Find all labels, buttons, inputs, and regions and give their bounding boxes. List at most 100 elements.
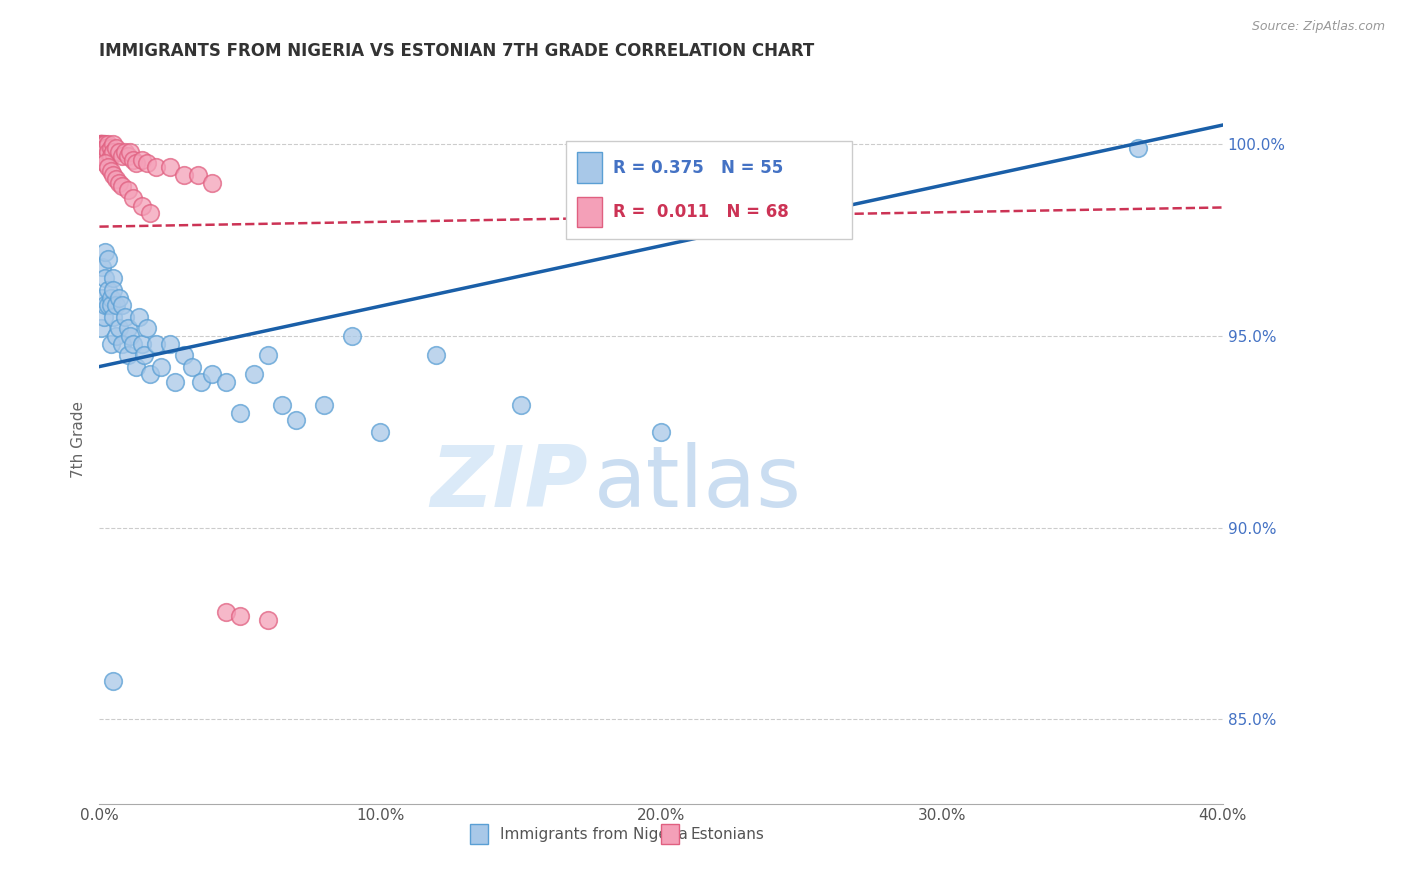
Point	[215, 375, 238, 389]
Point	[111, 298, 134, 312]
Point	[91, 141, 114, 155]
Point	[187, 168, 209, 182]
Point	[90, 321, 112, 335]
Point	[117, 183, 139, 197]
Point	[105, 298, 128, 312]
Point	[91, 137, 114, 152]
Point	[96, 141, 118, 155]
Point	[90, 137, 112, 152]
Bar	[576, 153, 602, 183]
Point	[201, 368, 224, 382]
Point	[103, 168, 125, 182]
Point	[131, 198, 153, 212]
Point	[650, 425, 672, 439]
Point	[97, 137, 120, 152]
Y-axis label: 7th Grade: 7th Grade	[72, 401, 86, 478]
Text: IMMIGRANTS FROM NIGERIA VS ESTONIAN 7TH GRADE CORRELATION CHART: IMMIGRANTS FROM NIGERIA VS ESTONIAN 7TH …	[100, 42, 814, 60]
Point	[122, 153, 145, 167]
Point	[100, 336, 122, 351]
Point	[122, 336, 145, 351]
Point	[139, 206, 162, 220]
Text: Immigrants from Nigeria: Immigrants from Nigeria	[499, 828, 688, 842]
Bar	[576, 197, 602, 227]
Text: Estonians: Estonians	[690, 828, 765, 842]
Point	[97, 283, 120, 297]
Point	[91, 145, 114, 159]
Point	[89, 137, 111, 152]
Point	[97, 160, 120, 174]
Point	[145, 336, 167, 351]
Point	[134, 348, 156, 362]
Point	[181, 359, 204, 374]
Point	[201, 176, 224, 190]
Point	[89, 145, 111, 159]
Point	[97, 298, 120, 312]
Point	[90, 137, 112, 152]
Point	[139, 368, 162, 382]
Point	[125, 359, 148, 374]
Point	[271, 398, 294, 412]
Point	[90, 137, 112, 152]
Point	[1128, 141, 1150, 155]
Point	[91, 291, 114, 305]
Point	[93, 145, 115, 159]
Point	[89, 137, 111, 152]
Point	[173, 348, 195, 362]
Point	[90, 149, 112, 163]
Point	[91, 145, 114, 159]
Text: ZIP: ZIP	[430, 442, 588, 524]
Point	[114, 145, 136, 159]
Point	[94, 141, 117, 155]
Point	[111, 336, 134, 351]
Point	[93, 310, 115, 324]
Point	[94, 145, 117, 159]
Point	[94, 271, 117, 285]
Point	[114, 310, 136, 324]
Point	[120, 145, 142, 159]
Point	[150, 359, 173, 374]
Point	[91, 153, 114, 167]
Point	[103, 673, 125, 688]
Point	[94, 244, 117, 259]
Point	[131, 153, 153, 167]
Point	[229, 608, 252, 623]
Point	[103, 310, 125, 324]
Point	[122, 191, 145, 205]
Point	[117, 149, 139, 163]
Point	[145, 160, 167, 174]
Point	[91, 149, 114, 163]
Point	[93, 145, 115, 159]
Point	[93, 137, 115, 152]
Point	[131, 336, 153, 351]
Point	[215, 605, 238, 619]
Point	[91, 141, 114, 155]
Point	[340, 329, 363, 343]
Point	[94, 149, 117, 163]
Point	[136, 156, 159, 170]
Point	[120, 329, 142, 343]
Text: R = 0.375   N = 55: R = 0.375 N = 55	[613, 159, 783, 177]
Point	[108, 321, 131, 335]
Point	[111, 179, 134, 194]
Point	[125, 156, 148, 170]
Point	[105, 329, 128, 343]
Point	[159, 160, 181, 174]
Point	[136, 321, 159, 335]
FancyBboxPatch shape	[565, 141, 852, 239]
Point	[285, 413, 308, 427]
Point	[425, 348, 447, 362]
Point	[368, 425, 391, 439]
Point	[97, 252, 120, 267]
Point	[100, 291, 122, 305]
Point	[111, 149, 134, 163]
Point	[314, 398, 336, 412]
Point	[229, 406, 252, 420]
Point	[100, 298, 122, 312]
Point	[105, 171, 128, 186]
Point	[97, 145, 120, 159]
Point	[108, 291, 131, 305]
Text: Source: ZipAtlas.com: Source: ZipAtlas.com	[1251, 20, 1385, 33]
Point	[91, 260, 114, 274]
Point	[100, 164, 122, 178]
Point	[509, 398, 531, 412]
